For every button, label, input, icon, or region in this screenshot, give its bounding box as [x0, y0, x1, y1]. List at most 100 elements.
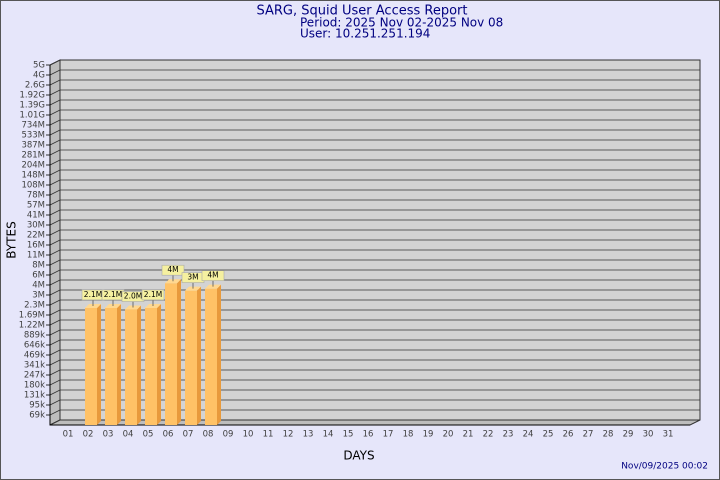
x-tick-label: 21	[463, 430, 474, 440]
y-tick-label: 11M	[27, 251, 45, 261]
grid-line	[49, 199, 61, 206]
y-tick-label: 180k	[24, 381, 45, 391]
y-tick-label: 387M	[21, 141, 45, 151]
grid-line	[49, 159, 61, 166]
y-tick-label: 1.69M	[19, 311, 45, 321]
chart-subtitle: Period: 2025 Nov 02-2025 Nov 08	[300, 16, 503, 30]
y-tick-label: 3M	[32, 291, 45, 301]
y-tick-label: 341k	[24, 361, 45, 371]
y-tick-label: 57M	[27, 201, 45, 211]
x-tick-label: 30	[643, 430, 654, 440]
x-tick-label: 22	[483, 430, 494, 440]
grid-line	[49, 239, 61, 246]
grid-line	[49, 309, 61, 316]
value-label: 2.1M	[84, 290, 102, 299]
x-tick-label: 17	[383, 430, 394, 440]
grid-line	[49, 359, 61, 366]
y-tick-label: 108M	[21, 181, 45, 191]
bar-side	[157, 303, 161, 425]
grid-line	[49, 409, 61, 416]
x-tick-label: 26	[563, 430, 574, 440]
y-tick-label: 78M	[27, 191, 45, 201]
grid-line	[49, 219, 61, 226]
x-tick-label: 23	[503, 430, 514, 440]
value-label-box	[161, 264, 185, 276]
bar	[85, 307, 97, 425]
bar-side	[217, 284, 221, 425]
y-tick-label: 4M	[32, 281, 45, 291]
grid-line	[49, 99, 61, 106]
y-tick-label: 469k	[24, 351, 45, 361]
grid-line	[49, 209, 61, 216]
bar-side	[137, 305, 141, 425]
x-tick-label: 03	[103, 430, 114, 440]
grid-line	[49, 389, 61, 396]
y-tick-label: 281M	[21, 151, 45, 161]
y-tick-label: 646k	[24, 341, 45, 351]
value-label-box	[201, 270, 225, 281]
grid-line	[49, 259, 61, 266]
y-tick-label: 4G	[33, 71, 45, 81]
y-tick-label: 95k	[29, 401, 45, 411]
bar-side	[117, 303, 121, 425]
x-tick-label: 19	[423, 430, 434, 440]
grid-line	[49, 229, 61, 236]
y-axis-title: BYTES	[5, 221, 19, 258]
bar	[165, 283, 177, 425]
value-label: 2.0M	[124, 292, 142, 301]
y-tick-label: 889k	[24, 331, 45, 341]
x-tick-label: 31	[663, 430, 674, 440]
grid-line	[49, 379, 61, 386]
x-tick-label: 28	[603, 430, 614, 440]
grid-line	[49, 169, 61, 176]
bar	[145, 307, 157, 425]
grid-line	[49, 369, 61, 376]
grid-line	[49, 349, 61, 356]
grid-line	[49, 269, 61, 276]
grid-line	[49, 89, 61, 96]
x-tick-label: 08	[203, 430, 214, 440]
y-tick-label: 1.22M	[19, 321, 45, 331]
y-tick-label: 1.39G	[19, 101, 45, 111]
x-tick-label: 16	[363, 430, 374, 440]
grid-line	[49, 189, 61, 196]
chart-title: SARG, Squid User Access Report	[257, 4, 468, 19]
y-tick-label: 6M	[32, 271, 45, 281]
grid-line	[49, 299, 61, 306]
x-tick-label: 12	[283, 430, 294, 440]
y-tick-label: 2.6G	[25, 81, 45, 91]
grid-line	[49, 329, 61, 336]
y-tick-label: 8M	[32, 261, 45, 271]
value-label: 2.1M	[104, 290, 122, 299]
grid-line	[49, 149, 61, 156]
y-tick-label: 69k	[29, 411, 45, 421]
x-tick-label: 06	[163, 430, 174, 440]
x-tick-label: 02	[83, 430, 94, 440]
x-tick-label: 13	[303, 430, 314, 440]
y-tick-label: 734M	[21, 121, 45, 131]
y-tick-label: 148M	[21, 171, 45, 181]
grid-line	[49, 249, 61, 256]
y-tick-label: 5G	[33, 61, 45, 71]
y-tick-label: 41M	[27, 211, 45, 221]
footer-timestamp: Nov/09/2025 00:02	[621, 462, 708, 472]
y-tick-label: 204M	[21, 161, 45, 171]
grid-line	[49, 59, 61, 66]
value-label-box	[141, 289, 165, 301]
value-label: 3M	[187, 273, 198, 282]
x-tick-label: 29	[623, 430, 634, 440]
x-tick-label: 05	[143, 430, 154, 440]
grid-line	[49, 339, 61, 346]
bar-side	[177, 279, 181, 425]
grid-line	[49, 279, 61, 286]
y-tick-label: 16M	[27, 241, 45, 251]
value-label: 4M	[207, 271, 218, 280]
x-tick-label: 14	[323, 430, 334, 440]
y-tick-label: 131k	[24, 391, 45, 401]
x-tick-label: 04	[123, 430, 134, 440]
y-tick-label: 22M	[27, 231, 45, 241]
bar	[105, 307, 117, 425]
chart-subtitle: User: 10.251.251.194	[300, 27, 430, 41]
